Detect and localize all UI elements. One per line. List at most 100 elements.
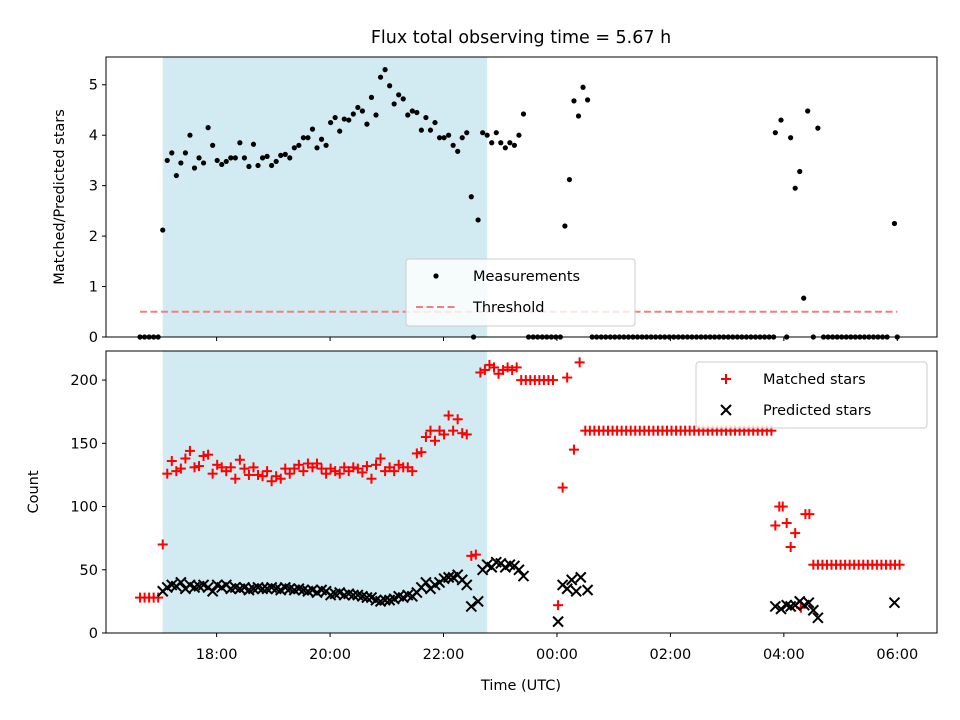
measurement-point bbox=[520, 111, 527, 117]
predicted-star-point-b bbox=[347, 589, 360, 601]
y-tick-label: 50 bbox=[80, 563, 98, 579]
predicted-star-point-b bbox=[888, 596, 901, 609]
predicted-star-point-b bbox=[370, 594, 382, 606]
y-tick-label: 0 bbox=[89, 330, 98, 346]
predicted-star-point bbox=[442, 571, 455, 584]
measurement-point bbox=[332, 114, 338, 121]
measurement-point bbox=[305, 135, 311, 141]
predicted-star-point-b bbox=[769, 600, 782, 613]
predicted-star-point-b bbox=[206, 585, 219, 597]
legend-label: Predicted stars bbox=[763, 403, 871, 419]
matched-star-point bbox=[411, 448, 422, 459]
measurement-point bbox=[459, 135, 465, 141]
predicted-star-point-b bbox=[270, 583, 282, 595]
predicted-star-point-b bbox=[361, 591, 373, 604]
measurement-point bbox=[891, 220, 898, 227]
top-panel-y-axis-label: Matched/Predicted stars bbox=[52, 109, 68, 285]
matched-star-point bbox=[348, 462, 359, 473]
predicted-star-point-b bbox=[570, 585, 582, 597]
predicted-star-point-b bbox=[420, 576, 432, 589]
matched-star-point bbox=[253, 469, 264, 480]
matched-star-point bbox=[443, 410, 454, 421]
measurement-point bbox=[387, 83, 393, 89]
y-tick-label: 0 bbox=[89, 626, 98, 642]
measurement-point bbox=[507, 140, 513, 146]
measurement-point bbox=[160, 227, 166, 233]
measurement-point bbox=[228, 155, 234, 161]
matched-star-point bbox=[257, 471, 268, 482]
matched-star-point bbox=[574, 357, 585, 368]
measurement-point bbox=[562, 223, 568, 229]
predicted-star-point-b bbox=[581, 584, 594, 596]
bottom-panel-axes: 0 50 100 150 200 18:00 20:00 22:00 00:00 02:00 04:… bbox=[70, 373, 918, 663]
matched-star-point bbox=[157, 539, 168, 550]
measurement-point bbox=[475, 217, 481, 223]
measurement-point bbox=[169, 150, 175, 156]
matched-star-point bbox=[248, 462, 259, 473]
matched-star-point bbox=[389, 466, 400, 477]
matched-star-point bbox=[262, 466, 273, 477]
y-tick-label: 5 bbox=[89, 78, 98, 94]
predicted-star-point-b bbox=[184, 579, 196, 591]
predicted-star-point-b bbox=[211, 579, 223, 591]
measurement-point bbox=[291, 145, 297, 151]
matched-star-point bbox=[198, 450, 209, 461]
measurement-point bbox=[187, 132, 193, 138]
predicted-star-point-b bbox=[356, 590, 369, 603]
matched-star-point bbox=[293, 459, 304, 470]
matched-star-point bbox=[568, 444, 579, 455]
predicted-star-point-b bbox=[229, 581, 242, 594]
predicted-star-point bbox=[379, 594, 391, 606]
measurement-point bbox=[801, 295, 807, 301]
matched-star-point bbox=[790, 528, 801, 539]
predicted-star-point-b bbox=[306, 584, 319, 596]
legend-box bbox=[695, 361, 928, 429]
measurement-point bbox=[498, 140, 504, 146]
measurement-point bbox=[164, 157, 170, 164]
predicted-star-point-b bbox=[775, 603, 787, 615]
predicted-star-point-b bbox=[279, 581, 291, 594]
matched-star-point bbox=[457, 428, 468, 439]
predicted-star-point-b bbox=[490, 556, 502, 568]
predicted-star-point-b bbox=[352, 589, 364, 601]
predicted-star-point-b bbox=[265, 581, 278, 594]
matched-star-point bbox=[203, 449, 214, 460]
y-tick-label: 4 bbox=[89, 128, 98, 144]
measurement-point bbox=[246, 163, 252, 170]
measurement-point bbox=[405, 112, 411, 118]
measurement-point bbox=[341, 116, 347, 122]
matched-star-point bbox=[234, 454, 245, 465]
matched-star-point bbox=[225, 462, 236, 473]
matched-star-point bbox=[420, 431, 431, 442]
measurement-point bbox=[805, 108, 811, 114]
predicted-star-point bbox=[465, 600, 478, 613]
matched-star-point bbox=[371, 459, 382, 470]
measurement-point bbox=[455, 148, 461, 154]
matched-star-point bbox=[781, 517, 792, 528]
measurement-point bbox=[241, 155, 248, 161]
matched-star-point bbox=[230, 473, 241, 484]
matched-star-point bbox=[153, 592, 164, 603]
matched-star-point bbox=[334, 468, 345, 479]
measurement-point bbox=[318, 136, 325, 142]
matched-star-point bbox=[375, 453, 386, 464]
matched-star-point bbox=[321, 468, 332, 479]
matched-star-point bbox=[429, 435, 440, 446]
matched-star-point bbox=[488, 362, 499, 373]
bottom-panel: 0 50 100 150 200 18:00 20:00 22:00 00:00 02:00 04:… bbox=[26, 350, 938, 663]
predicted-star-point-b bbox=[197, 579, 210, 591]
measurement-point bbox=[200, 160, 207, 166]
legend-predicted-swatch-b bbox=[720, 404, 732, 416]
measurement-point bbox=[278, 152, 284, 158]
measurement-point bbox=[264, 153, 270, 159]
matched-star-point bbox=[466, 550, 477, 561]
predicted-star-point bbox=[565, 574, 578, 586]
x-tick-label: 02:00 bbox=[650, 647, 692, 663]
measurement-point bbox=[323, 142, 329, 148]
measurement-point bbox=[414, 109, 420, 116]
x-tick-label: 00:00 bbox=[536, 647, 578, 663]
matched-star-point bbox=[461, 429, 472, 440]
measurement-point bbox=[418, 127, 424, 133]
predicted-star-point bbox=[888, 596, 901, 609]
